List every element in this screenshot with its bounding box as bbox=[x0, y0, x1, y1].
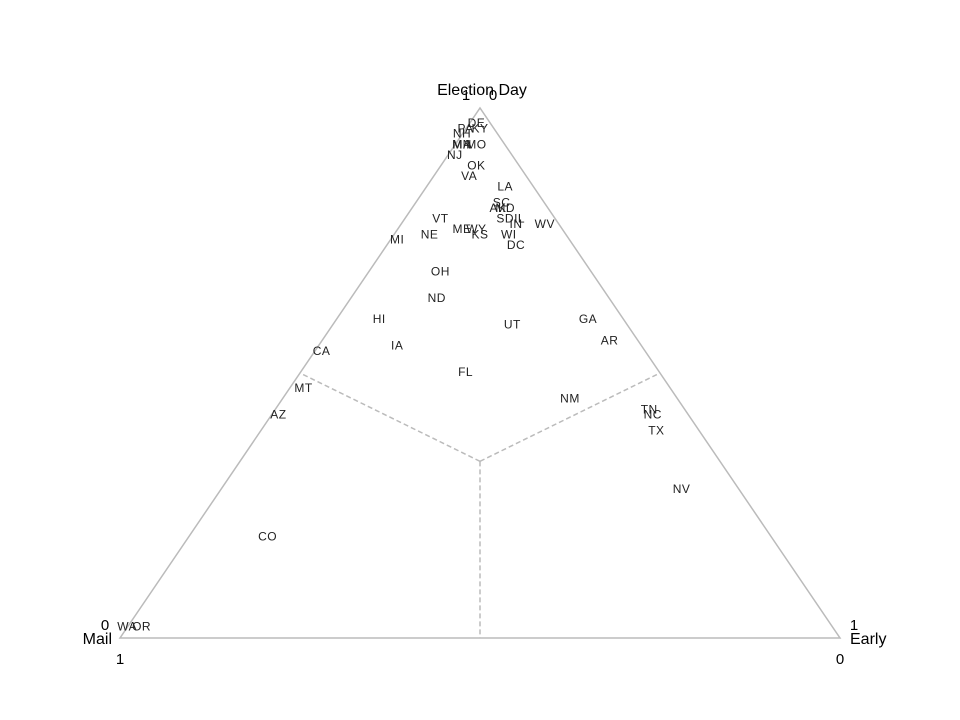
state-point: IA bbox=[391, 339, 403, 353]
state-point: OH bbox=[431, 264, 450, 278]
state-point: NE bbox=[421, 227, 439, 241]
state-point: KY bbox=[471, 121, 488, 135]
state-point: AK bbox=[489, 201, 506, 215]
state-point: HI bbox=[373, 312, 386, 326]
state-point: MT bbox=[294, 381, 312, 395]
state-point: NM bbox=[560, 392, 580, 406]
state-point: ND bbox=[428, 291, 446, 305]
state-point: TN bbox=[641, 402, 658, 416]
state-point: SD bbox=[496, 211, 514, 225]
state-point: IN bbox=[510, 217, 523, 231]
state-point: NH bbox=[453, 127, 471, 141]
state-point: VT bbox=[432, 211, 449, 225]
state-point: MN bbox=[452, 137, 472, 151]
state-point: NC bbox=[644, 408, 662, 422]
state-point: KS bbox=[471, 227, 488, 241]
state-point: DE bbox=[468, 116, 486, 130]
axis-title: Election Day bbox=[437, 82, 527, 99]
tick-label: 1 bbox=[116, 651, 124, 668]
tick-label: 0 bbox=[489, 87, 497, 104]
tick-label: 0 bbox=[836, 651, 844, 668]
state-point: PA bbox=[458, 121, 474, 135]
state-point: AZ bbox=[270, 408, 286, 422]
state-point: OR bbox=[132, 620, 151, 634]
state-point: MI bbox=[390, 233, 404, 247]
state-point: CO bbox=[258, 529, 277, 543]
state-point: VA bbox=[461, 169, 477, 183]
state-point: FL bbox=[458, 365, 473, 379]
state-point: DC bbox=[507, 238, 525, 252]
state-point: SC bbox=[493, 196, 511, 210]
state-point: WA bbox=[117, 620, 137, 634]
state-point: IL bbox=[514, 211, 525, 225]
state-point: OK bbox=[467, 158, 485, 172]
tick-label: 0 bbox=[101, 617, 109, 634]
tick-label: 1 bbox=[850, 617, 858, 634]
state-point: ME bbox=[453, 222, 472, 236]
state-point: WV bbox=[535, 217, 555, 231]
tick-label: 1 bbox=[462, 87, 470, 104]
state-point: MD bbox=[495, 201, 515, 215]
state-point: WY bbox=[466, 222, 486, 236]
state-point: MO bbox=[466, 137, 486, 151]
state-point: WI bbox=[501, 227, 517, 241]
state-point: UT bbox=[504, 317, 521, 331]
state-point: TX bbox=[648, 423, 664, 437]
region-divider bbox=[299, 372, 481, 463]
region-divider bbox=[479, 372, 661, 463]
state-point: NJ bbox=[447, 148, 463, 162]
state-point: GA bbox=[579, 312, 597, 326]
state-point: NV bbox=[673, 482, 691, 496]
axis-title: Early bbox=[850, 631, 886, 648]
state-point: CA bbox=[313, 344, 331, 358]
state-point: AR bbox=[601, 333, 619, 347]
state-point: MA bbox=[453, 137, 472, 151]
axis-title: Mail bbox=[83, 631, 112, 648]
state-point: LA bbox=[497, 180, 513, 194]
